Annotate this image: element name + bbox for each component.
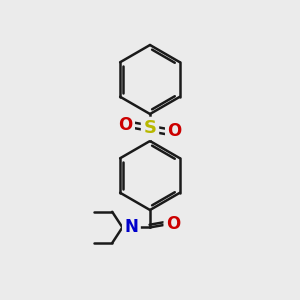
Text: O: O — [118, 116, 133, 134]
Text: O: O — [166, 215, 180, 233]
Text: O: O — [167, 122, 182, 140]
Text: N: N — [124, 218, 138, 236]
Text: S: S — [143, 119, 157, 137]
